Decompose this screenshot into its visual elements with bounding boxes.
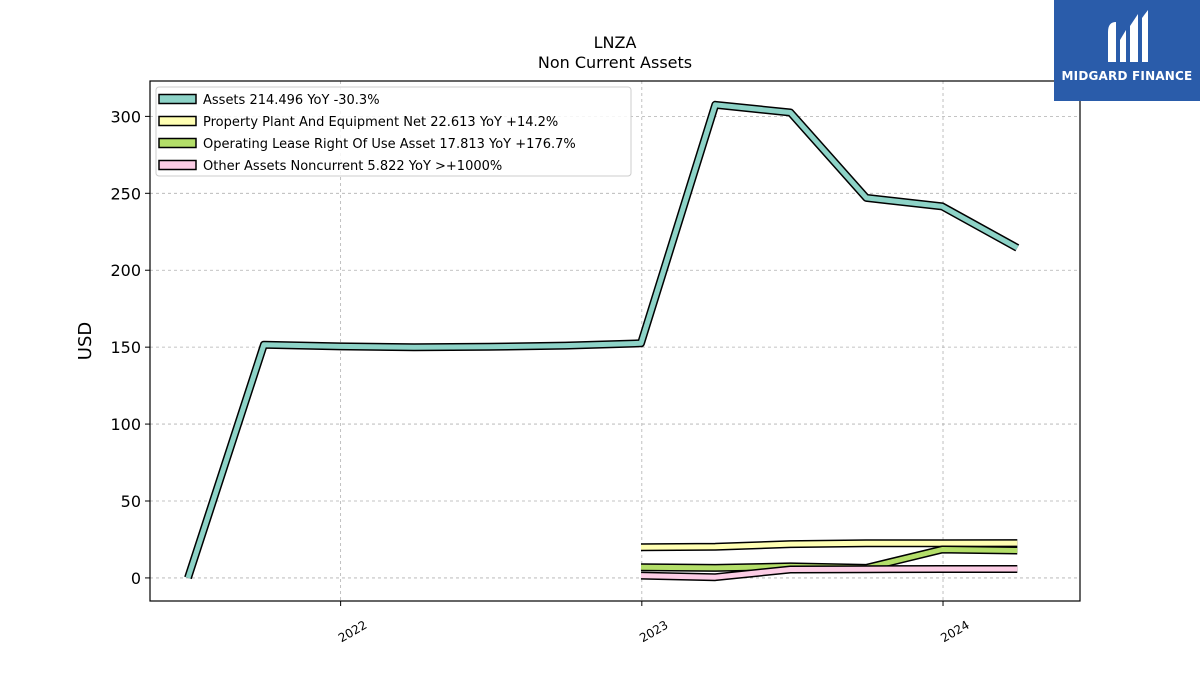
x-tick-label: 2022 — [336, 618, 369, 645]
brand-name: MIDGARD FINANCE — [1061, 69, 1193, 83]
y-tick-label: 0 — [131, 569, 141, 588]
chart-title: LNZA — [594, 33, 637, 52]
x-tick-label: 2024 — [938, 618, 971, 645]
legend-swatch-other-assets-noncurrent — [158, 159, 197, 171]
legend-swatch-operating-lease-right-of-use-asset — [158, 137, 197, 149]
legend-label-other-assets-noncurrent: Other Assets Noncurrent 5.822 YoY >+1000… — [203, 159, 502, 174]
series-layer — [184, 100, 1020, 582]
x-tick-label: 2023 — [637, 618, 670, 645]
y-axis-label: USD — [75, 322, 96, 360]
chart-subtitle: Non Current Assets — [538, 53, 692, 72]
legend-swatch-assets — [158, 93, 197, 105]
legend-label-assets: Assets 214.496 YoY -30.3% — [203, 93, 380, 108]
legend-box — [155, 86, 632, 177]
legend: Assets 214.496 YoY -30.3% Property Plant … — [155, 86, 632, 177]
midgard-m-icon — [1108, 10, 1148, 62]
series-line-assets — [185, 102, 1019, 579]
y-tick-label: 250 — [110, 184, 141, 203]
y-axis: 0 50 100 150 200 250 300 — [110, 107, 150, 588]
series-line-other-assets-noncurrent — [640, 566, 1018, 580]
y-tick-label: 150 — [110, 338, 141, 357]
y-tick-label: 100 — [110, 415, 141, 434]
series-line-property-plant-and-equipment-net — [640, 540, 1018, 550]
y-tick-label: 200 — [110, 261, 141, 280]
legend-label-operating-lease-right-of-use-asset: Operating Lease Right Of Use Asset 17.81… — [203, 137, 576, 152]
legend-swatch-property-plant-and-equipment-net — [158, 115, 197, 127]
brand-logo: MIDGARD FINANCE — [1054, 0, 1200, 101]
plot-frame — [149, 80, 1081, 602]
y-tick-label: 300 — [110, 107, 141, 126]
x-axis: 2022 2023 2024 — [336, 601, 972, 645]
y-tick-label: 50 — [121, 492, 141, 511]
legend-label-property-plant-and-equipment-net: Property Plant And Equipment Net 22.613 … — [203, 115, 558, 130]
